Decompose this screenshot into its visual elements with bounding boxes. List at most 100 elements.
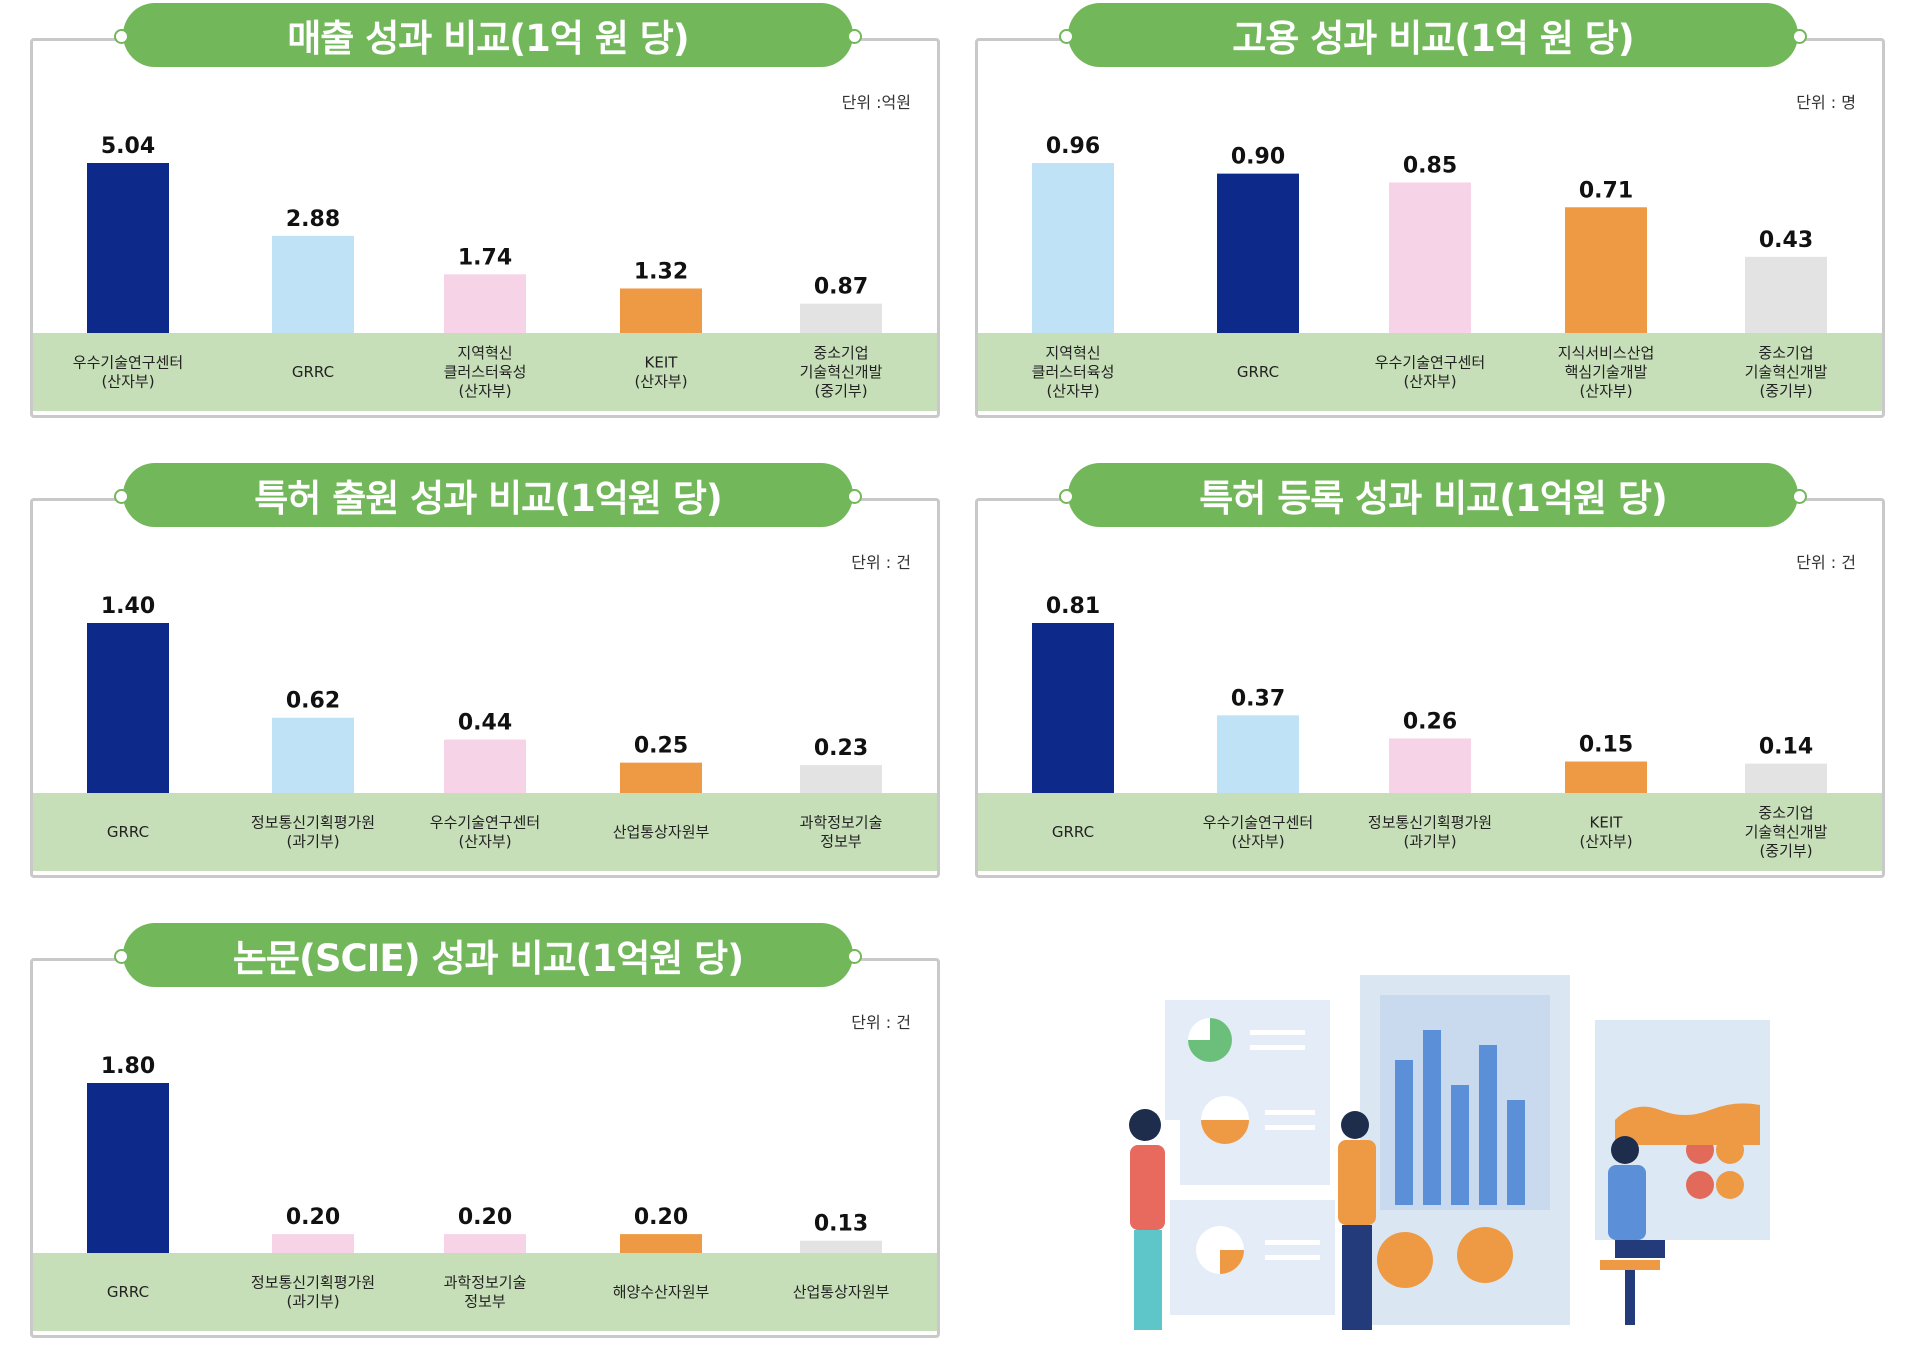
category-label: 우수기술연구센터 bbox=[430, 814, 540, 832]
category-label: (산자부) bbox=[634, 373, 687, 391]
category-label: 중소기업 bbox=[1758, 804, 1813, 822]
category-label: (산자부) bbox=[458, 382, 511, 400]
category-label: KEIT bbox=[645, 354, 679, 372]
unit-label: 단위 : 건 bbox=[851, 1013, 911, 1032]
category-label: (중기부) bbox=[1759, 382, 1812, 400]
bar-value-label: 1.32 bbox=[634, 259, 688, 284]
pill-dot-icon bbox=[114, 489, 129, 504]
pill-dot-icon bbox=[1792, 489, 1807, 504]
category-label: 과학정보기술 bbox=[444, 1274, 527, 1292]
bar bbox=[800, 303, 882, 333]
category-label: 정보통신기획평가원 bbox=[251, 1274, 375, 1292]
category-label: 중소기업 bbox=[1758, 344, 1813, 362]
employment-chart-panel: 고용 성과 비교(1억 원 당) 단위 : 명 0.96 지역혁신 클러스터육성 (산… bbox=[975, 3, 1885, 418]
category-band bbox=[978, 793, 1882, 871]
chart-title-pill: 특허 출원 성과 비교(1억원 당) bbox=[114, 463, 862, 527]
bar bbox=[1745, 763, 1827, 793]
category-label: (산자부) bbox=[1403, 373, 1456, 391]
chart-title: 특허 등록 성과 비교(1억원 당) bbox=[1199, 477, 1668, 520]
pill-dot-icon bbox=[847, 949, 862, 964]
chart-title-pill: 매출 성과 비교(1억 원 당) bbox=[114, 3, 862, 67]
chart-title: 논문(SCIE) 성과 비교(1억원 당) bbox=[232, 937, 744, 980]
category-band bbox=[33, 333, 937, 411]
pill-dot-icon bbox=[847, 29, 862, 44]
bar-value-label: 0.87 bbox=[814, 275, 868, 300]
bar-value-label: 5.04 bbox=[101, 134, 155, 159]
bar bbox=[620, 1234, 702, 1253]
chart-title: 고용 성과 비교(1억 원 당) bbox=[1232, 17, 1634, 60]
category-label: 정보통신기획평가원 bbox=[1368, 814, 1492, 832]
category-label: 지역혁신 bbox=[1045, 344, 1100, 362]
bar bbox=[1217, 173, 1299, 333]
category-label: (과기부) bbox=[286, 1293, 339, 1311]
category-label: (산자부) bbox=[458, 833, 511, 851]
unit-label: 단위 : 건 bbox=[1796, 553, 1856, 572]
data-analytics-illustration-icon bbox=[1129, 975, 1770, 1330]
bar bbox=[800, 1240, 882, 1253]
category-label: 정보부 bbox=[464, 1293, 506, 1311]
bar bbox=[620, 762, 702, 793]
pill-dot-icon bbox=[847, 489, 862, 504]
category-label: 클러스터육성 bbox=[1032, 363, 1115, 381]
paper-chart-panel: 논문(SCIE) 성과 비교(1억원 당) 단위 : 건 1.80 GRRC 0.2… bbox=[30, 923, 940, 1338]
bar-value-label: 0.26 bbox=[1403, 709, 1457, 734]
bar-chart: 0.81GRRC0.37우수기술연구센터(산자부)0.26정보통신기획평가원(과… bbox=[978, 594, 1882, 871]
category-label: GRRC bbox=[107, 823, 149, 841]
bar-value-label: 1.80 bbox=[101, 1054, 155, 1079]
category-label: (중기부) bbox=[1759, 842, 1812, 860]
bar-value-label: 0.14 bbox=[1759, 735, 1813, 760]
pill-dot-icon bbox=[114, 29, 129, 44]
bar-value-label: 0.20 bbox=[458, 1205, 512, 1230]
category-label: 클러스터육성 bbox=[444, 363, 527, 381]
category-band bbox=[33, 1253, 937, 1331]
category-label: 핵심기술개발 bbox=[1565, 363, 1648, 381]
category-label: (산자부) bbox=[1231, 833, 1284, 851]
bar-value-label: 0.90 bbox=[1231, 145, 1285, 170]
category-label: (과기부) bbox=[286, 833, 339, 851]
category-label: GRRC bbox=[1052, 823, 1094, 841]
bar bbox=[1032, 623, 1114, 793]
unit-label: 단위 :억원 bbox=[841, 93, 911, 112]
category-label: 정보통신기획평가원 bbox=[251, 814, 375, 832]
bar bbox=[272, 1234, 354, 1253]
bar-value-label: 0.25 bbox=[634, 734, 688, 759]
bar bbox=[800, 765, 882, 793]
category-label: 산업통상자원부 bbox=[793, 1283, 890, 1301]
bar-value-label: 0.81 bbox=[1046, 594, 1100, 619]
category-label: 우수기술연구센터 bbox=[73, 354, 183, 372]
bar-value-label: 0.37 bbox=[1231, 686, 1285, 711]
category-label: 기술혁신개발 bbox=[800, 363, 883, 381]
pill-dot-icon bbox=[1792, 29, 1807, 44]
chart-title-pill: 논문(SCIE) 성과 비교(1억원 당) bbox=[114, 923, 862, 987]
bar-value-label: 0.96 bbox=[1046, 134, 1100, 159]
category-label: GRRC bbox=[107, 1283, 149, 1301]
category-label: 우수기술연구센터 bbox=[1375, 354, 1485, 372]
bar bbox=[620, 288, 702, 333]
bar bbox=[272, 717, 354, 793]
bar-value-label: 0.44 bbox=[458, 711, 512, 736]
sales-chart-panel: 매출 성과 비교(1억 원 당) 단위 :억원 5.04 우수기술연구센터 (산자부… bbox=[30, 3, 940, 418]
category-label: 산업통상자원부 bbox=[613, 823, 710, 841]
bar bbox=[272, 235, 354, 333]
bar-chart: 5.04우수기술연구센터(산자부)2.88GRRC1.74지역혁신클러스터육성(… bbox=[33, 134, 937, 411]
category-label: (중기부) bbox=[814, 382, 867, 400]
category-label: 지역혁신 bbox=[457, 344, 512, 362]
bar-value-label: 0.23 bbox=[814, 736, 868, 761]
bar-value-label: 2.88 bbox=[286, 207, 340, 232]
category-label: 해양수산자원부 bbox=[613, 1283, 710, 1301]
bar-value-label: 0.85 bbox=[1403, 153, 1457, 178]
category-label: GRRC bbox=[292, 363, 334, 381]
bar bbox=[87, 1083, 169, 1253]
chart-title: 매출 성과 비교(1억 원 당) bbox=[287, 17, 689, 60]
bar-value-label: 1.40 bbox=[101, 594, 155, 619]
bar bbox=[1565, 207, 1647, 333]
bar bbox=[1745, 256, 1827, 333]
unit-label: 단위 : 건 bbox=[851, 553, 911, 572]
bar bbox=[87, 163, 169, 333]
category-label: 과학정보기술 bbox=[800, 814, 883, 832]
bar-value-label: 0.62 bbox=[286, 689, 340, 714]
category-label: GRRC bbox=[1237, 363, 1279, 381]
bar bbox=[1032, 163, 1114, 333]
bar bbox=[1217, 715, 1299, 793]
bar bbox=[1389, 738, 1471, 793]
